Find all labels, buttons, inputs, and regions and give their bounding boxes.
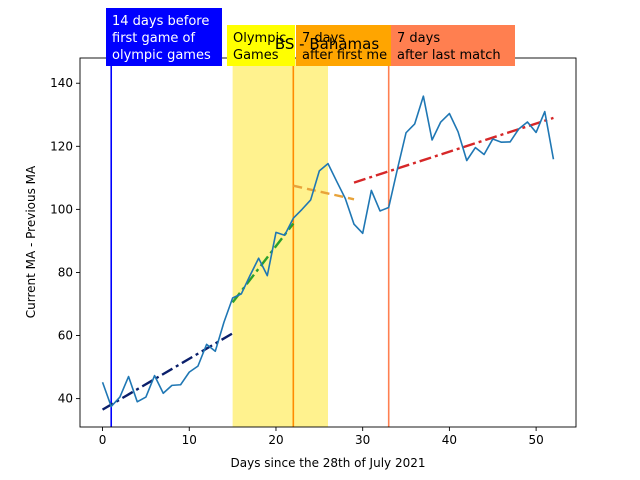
plot-contents	[101, 58, 555, 427]
annotation-text-1-1: Games	[233, 48, 279, 63]
trend-line-2	[293, 184, 355, 201]
annotation-box-1	[227, 25, 295, 66]
x-tick-label-20: 20	[268, 433, 283, 447]
axes: 0 10 20 30 40 50 40 60 80 100 120 140	[50, 57, 577, 447]
annotation-text-0-0: 14 days before	[112, 14, 209, 29]
x-tick-label-40: 40	[442, 433, 457, 447]
y-tick-label-60: 60	[58, 329, 73, 343]
x-tick-label-30: 30	[355, 433, 370, 447]
plot-area	[101, 58, 555, 427]
x-tick-label-0: 0	[99, 433, 107, 447]
annotations: 14 days before first game of olympic games…	[106, 8, 515, 66]
y-tick-label-40: 40	[58, 392, 73, 406]
annotation-box-0	[106, 8, 222, 66]
annotation-text-0-2: olympic games	[112, 48, 211, 63]
x-axis-label: Days since the 28th of July 2021	[231, 456, 426, 470]
chart-title: BS - Bahamas	[275, 35, 379, 53]
annotation-text-3-1: after last match	[397, 48, 501, 63]
annotation-text-2-1: after first me	[302, 48, 387, 63]
olympic-span-0	[232, 58, 328, 427]
annotation-box-3	[391, 25, 515, 66]
series-line-0	[101, 95, 555, 408]
y-axis-label: Current MA - Previous MA	[24, 165, 38, 318]
annotation-text-3-0: 7 days	[397, 31, 440, 46]
trend-line-0	[101, 332, 234, 411]
y-tick-label-140: 140	[50, 76, 73, 90]
annotation-box-2	[296, 25, 394, 66]
y-tick-label-100: 100	[50, 202, 73, 216]
x-tick-label-10: 10	[182, 433, 197, 447]
annotation-text-2-0: 7 days	[302, 31, 345, 46]
trend-line-3	[353, 116, 554, 184]
y-tick-label-120: 120	[50, 139, 73, 153]
y-tick-label-80: 80	[58, 265, 73, 279]
x-tick-label-50: 50	[528, 433, 543, 447]
annotation-text-0-1: first game of	[112, 31, 196, 46]
annotation-text-1-0: Olympic	[233, 31, 286, 46]
